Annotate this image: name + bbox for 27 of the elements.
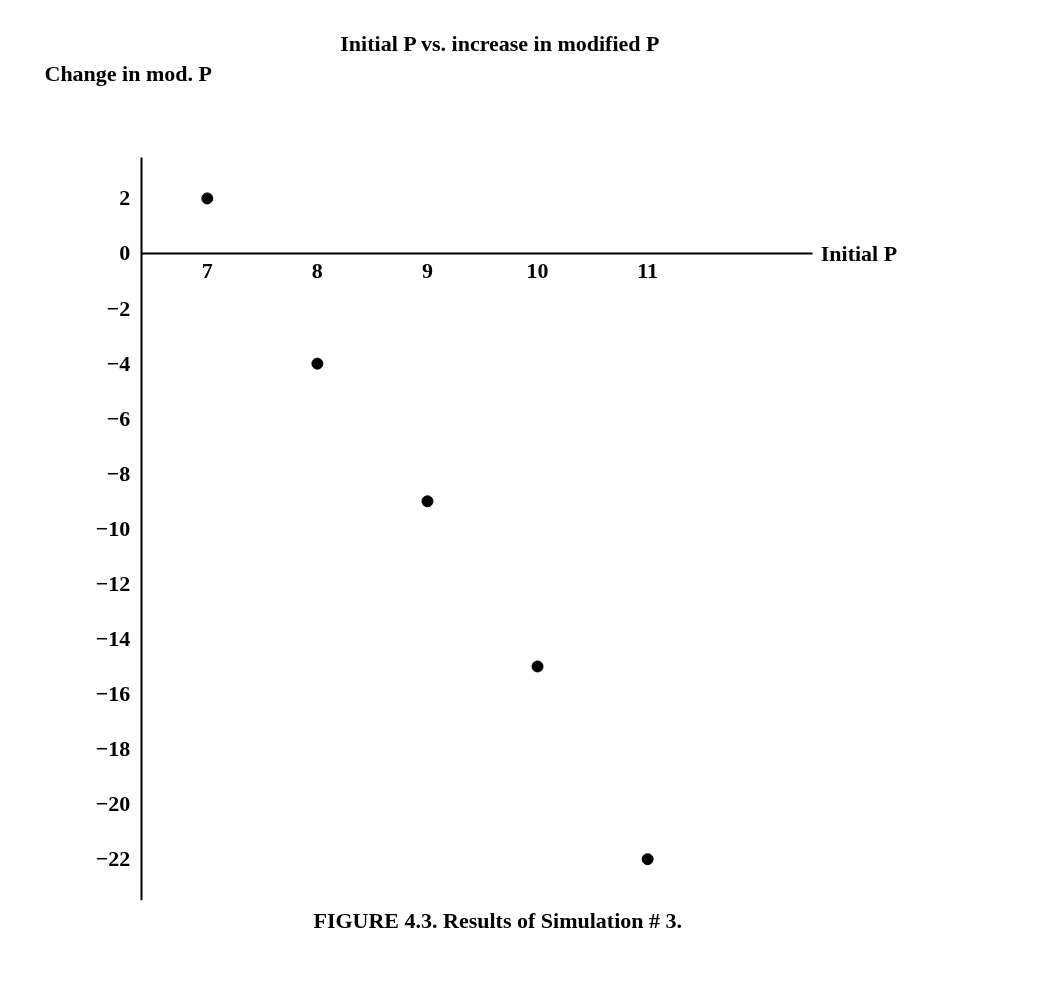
y-tick-label: −18 bbox=[95, 736, 131, 762]
y-axis-title: Change in mod. P bbox=[44, 60, 212, 86]
y-tick-label: −8 bbox=[106, 460, 131, 486]
point bbox=[641, 853, 654, 866]
caption: FIGURE 4.3. Results of Simulation # 3. bbox=[313, 907, 683, 933]
y-tick-label: −16 bbox=[95, 681, 131, 707]
x-tick-label: 10 bbox=[526, 258, 549, 284]
y-tick-label: −6 bbox=[106, 405, 131, 431]
y-tick-label: −10 bbox=[95, 515, 131, 541]
point bbox=[421, 495, 434, 508]
x-tick-label: 7 bbox=[201, 258, 213, 284]
chart-title: Initial P vs. increase in modified P bbox=[340, 30, 660, 56]
y-tick-label: −22 bbox=[95, 846, 131, 872]
point bbox=[531, 660, 544, 673]
y-tick-label: −2 bbox=[106, 295, 131, 321]
y-tick-label: −14 bbox=[95, 625, 131, 651]
y-tick-label: −12 bbox=[95, 570, 131, 596]
y-tick-label: −4 bbox=[106, 350, 131, 376]
x-tick-label: 9 bbox=[421, 258, 433, 284]
y-tick-label: −20 bbox=[95, 791, 131, 817]
point bbox=[311, 357, 324, 370]
point bbox=[201, 192, 214, 205]
y-tick-label: 0 bbox=[119, 240, 131, 266]
x-tick-label: 8 bbox=[311, 258, 323, 284]
x-axis-title: Initial P bbox=[820, 241, 898, 266]
x-tick-label: 11 bbox=[637, 258, 659, 284]
y-tick-label: 2 bbox=[119, 185, 131, 211]
